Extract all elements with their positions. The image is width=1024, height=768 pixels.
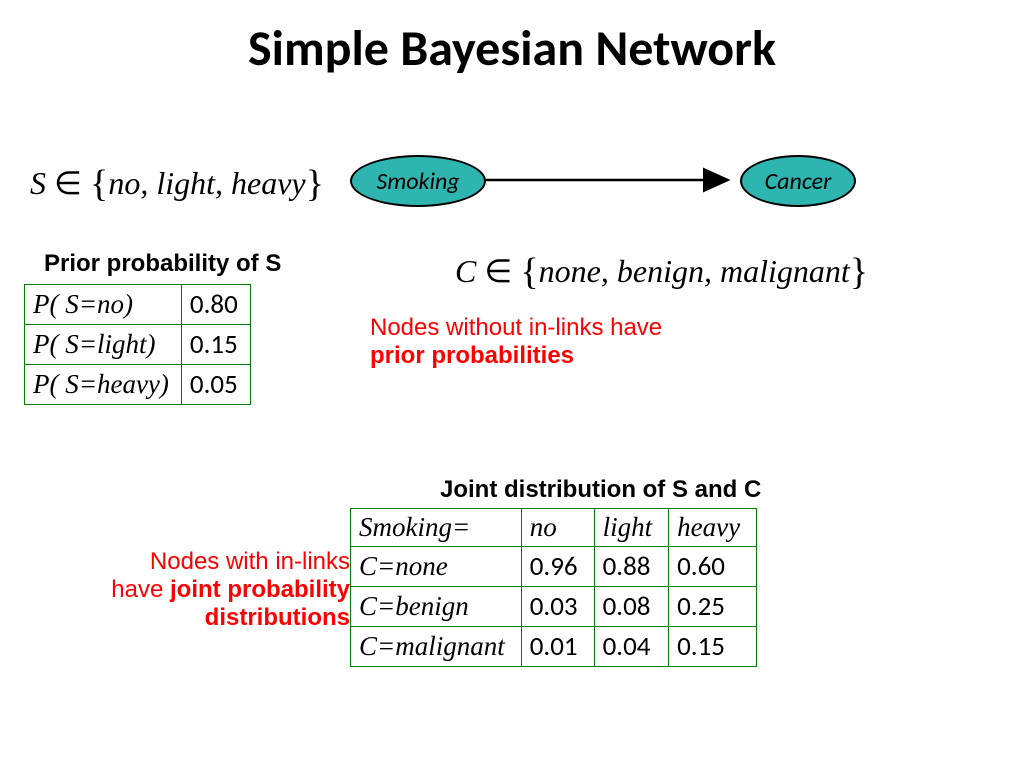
- node-smoking: Smoking: [350, 155, 486, 207]
- table-row: P( S=light)0.15: [25, 325, 251, 365]
- table-row: C=none 0.96 0.88 0.60: [351, 547, 757, 587]
- joint-table: Smoking= no light heavy C=none 0.96 0.88…: [350, 508, 757, 667]
- set-s-definition: S ∈ {no, light, heavy}: [30, 160, 324, 204]
- node-cancer: Cancer: [740, 155, 856, 207]
- page-title: Simple Bayesian Network: [0, 18, 1024, 79]
- table-row: P( S=heavy)0.05: [25, 365, 251, 405]
- prior-table-title: Prior probability of S: [44, 250, 281, 278]
- joint-table-title: Joint distribution of S and C: [440, 476, 761, 504]
- set-c-definition: C ∈ {none, benign, malignant}: [455, 248, 868, 292]
- prior-table: P( S=no)0.80 P( S=light)0.15 P( S=heavy)…: [24, 284, 251, 405]
- note-joint: Nodes with in-links have joint probabili…: [20, 548, 350, 632]
- note-prior: Nodes without in-links have prior probab…: [370, 314, 662, 370]
- table-row: Smoking= no light heavy: [351, 509, 757, 547]
- table-row: C=malignant 0.01 0.04 0.15: [351, 627, 757, 667]
- table-row: P( S=no)0.80: [25, 285, 251, 325]
- table-row: C=benign 0.03 0.08 0.25: [351, 587, 757, 627]
- edge-arrow: [482, 160, 740, 200]
